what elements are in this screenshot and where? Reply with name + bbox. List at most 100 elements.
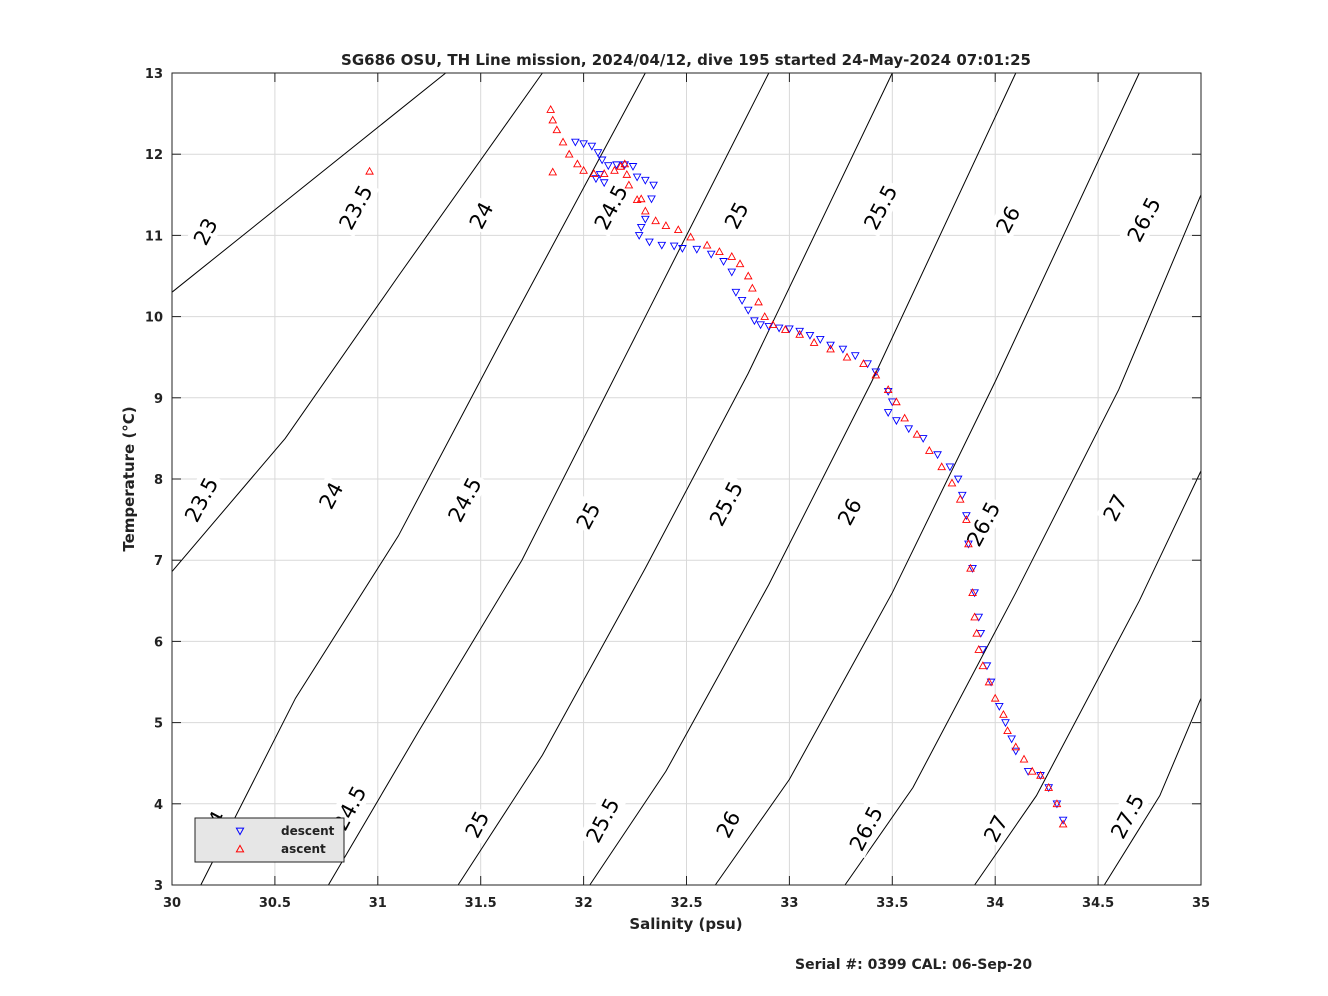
ascent-point: [673, 225, 683, 234]
density-contour-26: [714, 72, 1140, 886]
y-tick-label: 9: [154, 392, 163, 407]
y-tick-label: 4: [154, 798, 163, 813]
descent-point: [645, 238, 654, 247]
descent-point: [850, 352, 860, 361]
ascent-point: [754, 297, 763, 306]
ascent-point: [622, 169, 632, 178]
contour-label-bg: [586, 177, 635, 237]
x-tick-label: 32: [575, 896, 593, 911]
contour-label-group: 25.5: [855, 177, 905, 237]
ascent-point: [640, 206, 650, 215]
ascent-point: [947, 478, 957, 487]
ascent-point: [573, 159, 582, 168]
descent-point: [756, 321, 765, 330]
x-tick-label: 30: [163, 896, 181, 911]
contour-label: 27: [1099, 490, 1133, 525]
x-tick-label: 33: [780, 896, 798, 911]
descent-point: [750, 317, 759, 326]
y-tick-label: 6: [154, 635, 163, 650]
descent-point: [815, 336, 825, 344]
density-contour-27: [974, 470, 1202, 886]
density-contour-24.5: [327, 72, 770, 886]
ascent-point: [760, 312, 770, 320]
contour-label-group: 26.5: [841, 798, 890, 859]
descent-point: [599, 179, 609, 188]
contour-label-bg: [569, 496, 607, 535]
contour-label: 25: [720, 198, 754, 233]
descent-point: [597, 156, 607, 165]
x-axis-label: Salinity (psu): [629, 915, 742, 933]
y-tick-label: 8: [154, 473, 163, 488]
descent-point: [838, 345, 848, 354]
ascent-point: [968, 588, 977, 597]
descent-point: [620, 161, 630, 170]
ascent-point: [743, 271, 753, 280]
ascent-point: [990, 693, 1000, 702]
contour-label-bg: [976, 808, 1014, 848]
ascent-point: [871, 370, 881, 379]
ascent-point: [599, 169, 609, 178]
contour-label-bg: [988, 199, 1027, 239]
ascent-point: [1027, 766, 1037, 775]
ascent-point: [809, 338, 819, 346]
ascent-point: [564, 149, 574, 158]
x-axis-ticks: 30 30.5 31 31.5 32 32.5 33 33.5 34 34.5 35: [163, 73, 1210, 911]
descent-point: [933, 451, 942, 460]
legend-marker-ascent: [235, 844, 245, 853]
descent-point: [706, 250, 716, 259]
contour-label-group: 25: [569, 496, 607, 535]
ascent-point: [686, 232, 695, 241]
contour-label-group: 25: [717, 195, 755, 235]
x-tick-label: 31: [369, 896, 387, 911]
x-tick-label: 35: [1192, 896, 1210, 911]
ascent-point: [859, 359, 868, 368]
descent-point: [640, 176, 650, 185]
descent-point: [883, 387, 893, 396]
ascent-point: [883, 385, 893, 394]
contour-label-bg: [331, 177, 380, 237]
descent-point: [571, 138, 580, 147]
ascent-point: [826, 344, 835, 353]
descent-point: [603, 162, 613, 171]
ascent-point: [924, 446, 934, 454]
descent-point: [904, 425, 914, 434]
contour-label-bg: [311, 475, 350, 515]
x-tick-label: 33.5: [876, 896, 908, 911]
contour-label-group: 26: [830, 492, 868, 531]
ascent-point: [999, 709, 1008, 718]
descent-point: [883, 409, 893, 417]
descent-point: [918, 435, 928, 443]
x-tick-label: 34: [986, 896, 1004, 911]
descent-point: [731, 288, 741, 297]
legend-label-descent: descent: [281, 824, 335, 838]
contour-label-group: 23.5: [176, 469, 225, 530]
contour-label-group: 25: [458, 804, 496, 844]
ascent-point: [661, 221, 671, 229]
descent-point: [743, 306, 753, 315]
contour-label-group: 27.5: [1102, 786, 1152, 846]
ascent-point: [1003, 726, 1012, 735]
chart-title: SG686 OSU, TH Line mission, 2024/04/12, …: [341, 51, 1031, 69]
contour-label: 23: [189, 214, 223, 249]
contour-label-bg: [717, 195, 755, 235]
contour-label-bg: [440, 469, 489, 530]
descent-point: [785, 325, 794, 334]
contour-label-bg: [176, 469, 225, 530]
descent-point: [612, 161, 621, 170]
ascent-point: [546, 105, 556, 113]
legend-box: [194, 817, 345, 863]
ascent-point: [747, 283, 757, 292]
ascent-point: [984, 677, 994, 686]
descent-point: [1001, 719, 1010, 728]
descent-point: [957, 491, 967, 500]
legend-marker-descent: [235, 827, 245, 836]
density-contour-26.5: [844, 194, 1202, 886]
ascent-point: [702, 240, 712, 249]
ascent-point: [579, 165, 588, 174]
descent-point: [970, 589, 979, 598]
contour-label-group: 24.5: [586, 177, 635, 237]
descent-point: [968, 564, 977, 573]
contour-label-bg: [855, 177, 905, 237]
legend-label-ascent: ascent: [281, 842, 326, 856]
